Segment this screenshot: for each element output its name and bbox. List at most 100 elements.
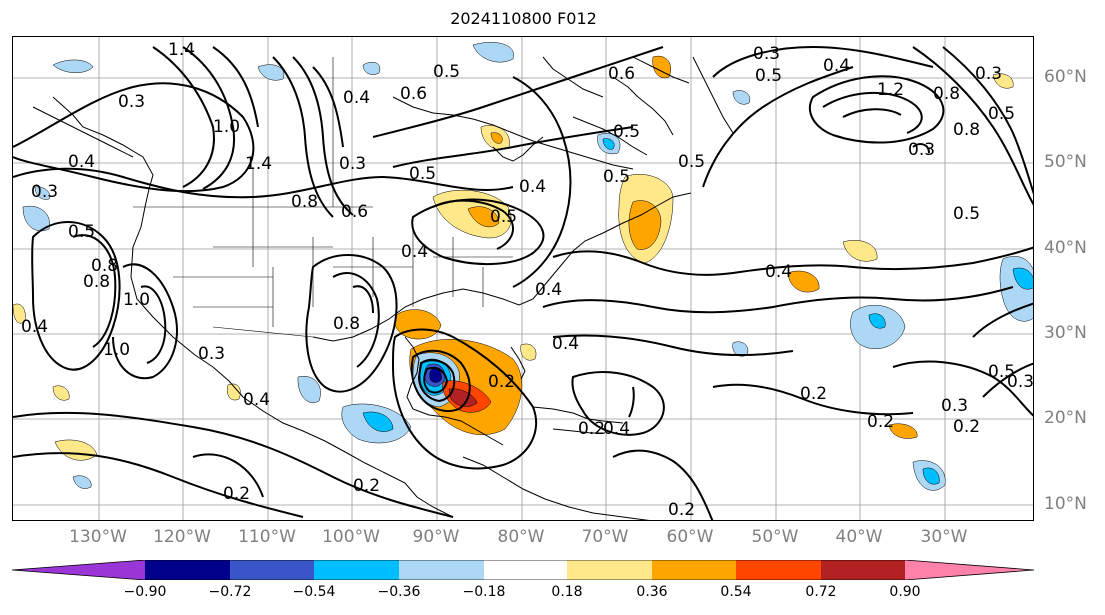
lon-label: 40°W [835, 527, 883, 547]
contour-lines [13, 45, 1033, 520]
contour-label: 0.5 [490, 207, 517, 227]
contour-label: 0.4 [343, 88, 370, 108]
contour-label: 0.5 [433, 62, 460, 82]
contour-label: 0.3 [31, 182, 58, 202]
contour-label: 0.8 [83, 272, 110, 292]
colorbar-tick: −0.18 [462, 584, 506, 600]
lon-label: 80°W [497, 527, 545, 547]
contour-label: 1.4 [245, 154, 272, 174]
contour-label: 0.6 [341, 202, 368, 222]
contour-label: 0.2 [800, 384, 827, 404]
contour-label: 0.8 [91, 256, 118, 276]
contour-label: 0.8 [333, 314, 360, 334]
contour-label: 0.4 [401, 242, 428, 262]
contour-label: 1.0 [123, 290, 150, 310]
contour-label: 0.2 [578, 419, 605, 439]
contour-label: 0.5 [755, 66, 782, 86]
contour-label: 1.0 [213, 117, 240, 137]
colorbar-segment [484, 560, 567, 580]
colorbar-segment [821, 560, 905, 580]
contour-label: 0.4 [21, 317, 48, 337]
contour-label: 0.3 [118, 92, 145, 112]
contour-label: 1.2 [877, 80, 904, 100]
lat-label: 40°N [1044, 238, 1087, 258]
colorbar [12, 560, 1035, 580]
lon-label: 130°W [69, 527, 127, 547]
colorbar-segment [314, 560, 399, 580]
lon-label: 100°W [322, 527, 380, 547]
lon-label: 50°W [751, 527, 799, 547]
colorbar-segment [905, 560, 1034, 580]
contour-label: 1.4 [168, 40, 195, 60]
contour-label: 0.5 [613, 122, 640, 142]
lon-label: 90°W [412, 527, 460, 547]
lat-label: 10°N [1044, 494, 1087, 514]
lat-label: 50°N [1044, 152, 1087, 172]
map-svg: 1.4 0.3 0.4 0.3 0.5 1.0 1.4 0.8 0.6 0.3 … [13, 37, 1034, 520]
lat-label: 20°N [1044, 408, 1087, 428]
contour-label: 0.4 [603, 419, 630, 439]
contour-label: 0.4 [68, 152, 95, 172]
colorbar-tick: 0.90 [889, 584, 921, 600]
colorbar-tick: 0.18 [551, 584, 583, 600]
map-panel: 1.4 0.3 0.4 0.3 0.5 1.0 1.4 0.8 0.6 0.3 … [12, 36, 1034, 521]
colorbar-segment [652, 560, 736, 580]
contour-label: 0.4 [765, 262, 792, 282]
contour-label: 0.3 [339, 154, 366, 174]
colorbar-segment [230, 560, 314, 580]
contour-label: 0.5 [603, 167, 630, 187]
contour-label: 0.6 [400, 84, 427, 104]
lon-label: 120°W [153, 527, 211, 547]
contour-label: 0.2 [953, 417, 980, 437]
contour-label: 0.2 [867, 412, 894, 432]
colorbar-tick: −0.72 [208, 584, 252, 600]
contour-label: 0.2 [353, 476, 380, 496]
colorbar-tick: 0.36 [636, 584, 668, 600]
contour-label: 0.4 [243, 390, 270, 410]
colorbar-tick: −0.54 [292, 584, 336, 600]
contour-label: 0.8 [953, 120, 980, 140]
colorbar-segment [399, 560, 484, 580]
contour-label: 0.3 [941, 396, 968, 416]
contour-label: 0.2 [668, 500, 695, 520]
colorbar-segment [12, 560, 145, 580]
coastlines [32, 56, 734, 520]
contour-label: 0.3 [198, 344, 225, 364]
contour-label: 0.4 [552, 334, 579, 354]
contour-labels: 1.4 0.3 0.4 0.3 0.5 1.0 1.4 0.8 0.6 0.3 … [21, 40, 1034, 520]
colorbar-segment [736, 560, 821, 580]
contour-label: 0.3 [975, 64, 1002, 84]
contour-label: 0.5 [988, 362, 1015, 382]
lat-label: 60°N [1044, 67, 1087, 87]
map-title: 2024110800 F012 [450, 9, 597, 28]
contour-label: 0.5 [988, 104, 1015, 124]
contour-label: 0.5 [68, 222, 95, 242]
lon-label: 70°W [581, 527, 629, 547]
colorbar-tick: −0.36 [377, 584, 421, 600]
contour-label: 0.6 [608, 64, 635, 84]
political-borders [133, 57, 513, 338]
contour-label: 0.3 [1007, 372, 1034, 392]
colorbar-outline [12, 560, 1035, 580]
colorbar-tick: 0.54 [720, 584, 752, 600]
lon-label: 110°W [238, 527, 296, 547]
contour-label: 0.5 [409, 164, 436, 184]
lat-label: 30°N [1044, 323, 1087, 343]
contour-label: 0.2 [223, 484, 250, 504]
colorbar-tick: 0.72 [805, 584, 837, 600]
colorbar-segment [145, 560, 230, 580]
lon-label: 30°W [920, 527, 968, 547]
lon-label: 60°W [666, 527, 714, 547]
contour-label: 0.8 [933, 84, 960, 104]
contour-label: 0.3 [753, 44, 780, 64]
contour-label: 0.4 [519, 177, 546, 197]
contour-label: 0.8 [291, 192, 318, 212]
contour-label: 0.4 [823, 56, 850, 76]
contour-label: 0.2 [488, 372, 515, 392]
contour-label: 0.4 [535, 280, 562, 300]
contour-label: 0.5 [678, 152, 705, 172]
contour-label: 0.5 [953, 204, 980, 224]
contour-label: 1.0 [103, 340, 130, 360]
colorbar-segment [567, 560, 652, 580]
contour-label: 0.3 [908, 140, 935, 160]
